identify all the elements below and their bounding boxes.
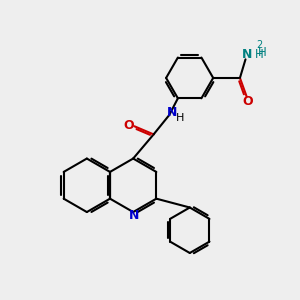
Text: H: H — [254, 48, 263, 61]
Text: H: H — [176, 113, 184, 123]
Text: O: O — [124, 119, 134, 132]
Text: N: N — [242, 48, 252, 61]
Text: O: O — [242, 95, 253, 108]
Text: 2: 2 — [256, 40, 262, 50]
Text: H: H — [258, 46, 267, 59]
Text: N: N — [129, 208, 139, 221]
Text: N: N — [167, 106, 177, 119]
